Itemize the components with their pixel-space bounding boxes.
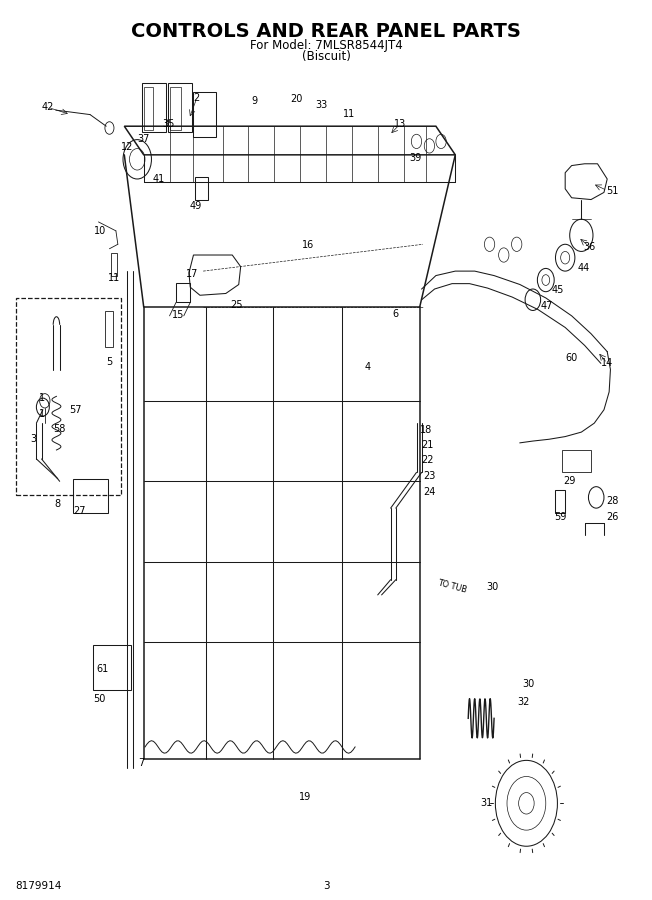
Text: 8179914: 8179914 xyxy=(16,880,62,891)
Text: 37: 37 xyxy=(138,134,150,144)
Text: 11: 11 xyxy=(342,109,355,119)
Text: 28: 28 xyxy=(606,496,619,506)
Text: 16: 16 xyxy=(303,240,315,250)
Text: 2: 2 xyxy=(194,94,200,104)
Text: (Biscuit): (Biscuit) xyxy=(302,50,350,63)
Text: 1: 1 xyxy=(38,393,44,403)
Text: 8: 8 xyxy=(55,499,61,508)
Text: 26: 26 xyxy=(606,512,619,522)
Text: 11: 11 xyxy=(108,274,120,284)
Text: For Model: 7MLSR8544JT4: For Model: 7MLSR8544JT4 xyxy=(250,40,402,52)
Text: 3: 3 xyxy=(30,435,37,445)
Text: 23: 23 xyxy=(423,471,436,481)
Text: 15: 15 xyxy=(172,310,185,320)
Bar xyxy=(105,311,113,347)
Text: 29: 29 xyxy=(563,476,576,486)
Text: 60: 60 xyxy=(565,353,578,363)
Text: 14: 14 xyxy=(601,358,614,368)
Text: 36: 36 xyxy=(584,242,596,252)
Text: 17: 17 xyxy=(186,269,198,279)
Bar xyxy=(16,298,121,495)
Text: 61: 61 xyxy=(97,664,109,674)
Text: 32: 32 xyxy=(518,698,530,707)
Text: 7: 7 xyxy=(139,758,145,768)
Text: 12: 12 xyxy=(121,142,134,152)
Text: 51: 51 xyxy=(606,185,619,195)
Text: 21: 21 xyxy=(421,439,434,450)
Text: 3: 3 xyxy=(323,880,329,891)
Text: 30: 30 xyxy=(486,582,499,592)
Text: 25: 25 xyxy=(231,300,243,310)
Text: 5: 5 xyxy=(106,357,113,367)
Text: 39: 39 xyxy=(409,153,421,164)
Text: 42: 42 xyxy=(42,103,54,112)
Bar xyxy=(111,253,117,275)
Text: 10: 10 xyxy=(94,226,106,236)
Text: 44: 44 xyxy=(577,264,589,274)
Text: 13: 13 xyxy=(394,120,406,130)
Bar xyxy=(72,479,108,513)
Bar xyxy=(196,177,209,200)
Text: 59: 59 xyxy=(554,512,566,522)
Bar xyxy=(556,491,565,513)
Text: 1: 1 xyxy=(38,410,44,419)
Text: 24: 24 xyxy=(423,487,436,497)
Text: 58: 58 xyxy=(53,425,66,435)
Bar xyxy=(168,84,192,132)
Text: 27: 27 xyxy=(73,506,85,516)
Text: 35: 35 xyxy=(163,120,175,130)
Text: 47: 47 xyxy=(541,301,553,311)
Text: 45: 45 xyxy=(551,285,563,295)
Bar xyxy=(194,92,216,137)
Bar xyxy=(93,645,131,689)
Bar xyxy=(143,87,153,130)
Text: 20: 20 xyxy=(291,94,303,104)
Text: 33: 33 xyxy=(316,100,327,110)
Bar xyxy=(176,283,190,302)
Text: 4: 4 xyxy=(365,362,371,372)
Text: TO TUB: TO TUB xyxy=(436,579,467,595)
Text: 31: 31 xyxy=(480,798,492,808)
Text: 19: 19 xyxy=(299,792,312,802)
Text: CONTROLS AND REAR PANEL PARTS: CONTROLS AND REAR PANEL PARTS xyxy=(131,22,521,40)
Text: 49: 49 xyxy=(189,201,201,211)
Text: 18: 18 xyxy=(420,426,432,436)
Bar xyxy=(141,84,166,132)
Text: 57: 57 xyxy=(69,405,82,415)
Text: 30: 30 xyxy=(522,680,535,689)
Text: 50: 50 xyxy=(93,694,106,704)
Bar xyxy=(562,450,591,472)
Text: 22: 22 xyxy=(421,454,434,464)
Bar xyxy=(170,87,181,130)
Text: 6: 6 xyxy=(393,309,399,319)
Text: 41: 41 xyxy=(153,174,165,184)
Text: 9: 9 xyxy=(252,96,258,106)
